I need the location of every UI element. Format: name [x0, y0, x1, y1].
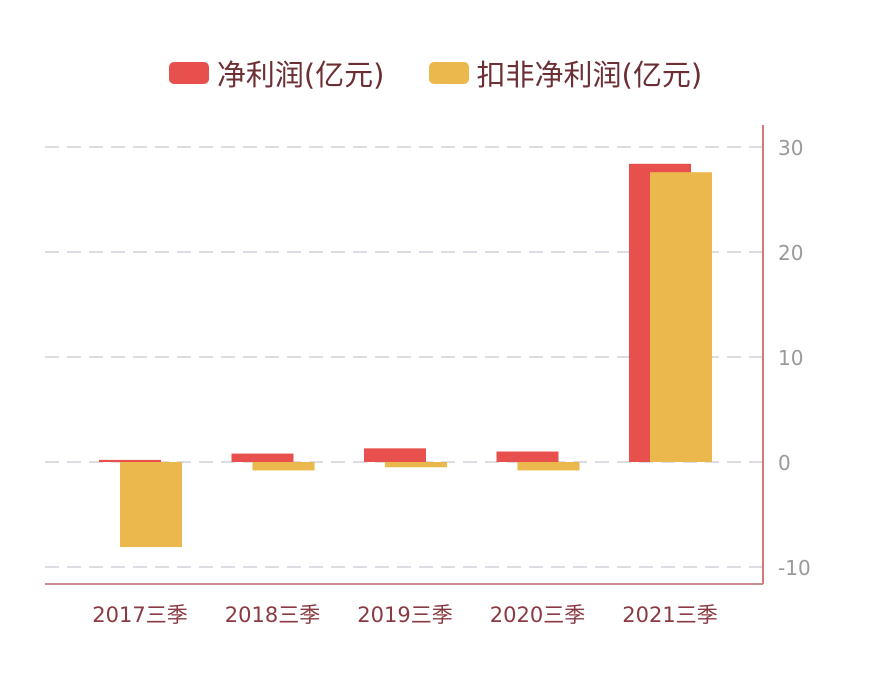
bar-deducted-net-profit	[650, 172, 712, 462]
bar-net-profit	[364, 448, 426, 462]
bar-deducted-net-profit	[517, 462, 580, 471]
legend: 净利润(亿元) 扣非净利润(亿元)	[0, 52, 871, 94]
bar-deducted-net-profit	[385, 462, 447, 468]
x-tick-label: 2018三季	[225, 603, 320, 627]
x-tick-label: 2017三季	[92, 603, 187, 627]
legend-item-deducted-net-profit[interactable]: 扣非净利润(亿元)	[428, 52, 703, 94]
x-tick-label: 2021三季	[622, 603, 717, 627]
y-tick-label: 10	[778, 346, 803, 370]
bar-net-profit	[99, 459, 161, 462]
bar-deducted-net-profit	[120, 462, 182, 548]
legend-label: 净利润(亿元)	[216, 58, 385, 92]
bar-net-profit	[496, 451, 559, 462]
y-tick-label: 30	[778, 136, 803, 160]
x-tick-label: 2019三季	[357, 603, 452, 627]
legend-label: 扣非净利润(亿元)	[476, 58, 703, 92]
legend-swatch	[428, 62, 469, 84]
y-tick-label: -10	[778, 556, 811, 580]
legend-swatch	[168, 62, 209, 84]
bar-deducted-net-profit	[252, 462, 315, 471]
y-tick-label: 0	[778, 451, 791, 475]
bar-net-profit	[231, 453, 294, 462]
y-tick-label: 20	[778, 241, 803, 265]
x-tick-label: 2020三季	[490, 603, 585, 627]
legend-item-net-profit[interactable]: 净利润(亿元)	[168, 52, 385, 94]
